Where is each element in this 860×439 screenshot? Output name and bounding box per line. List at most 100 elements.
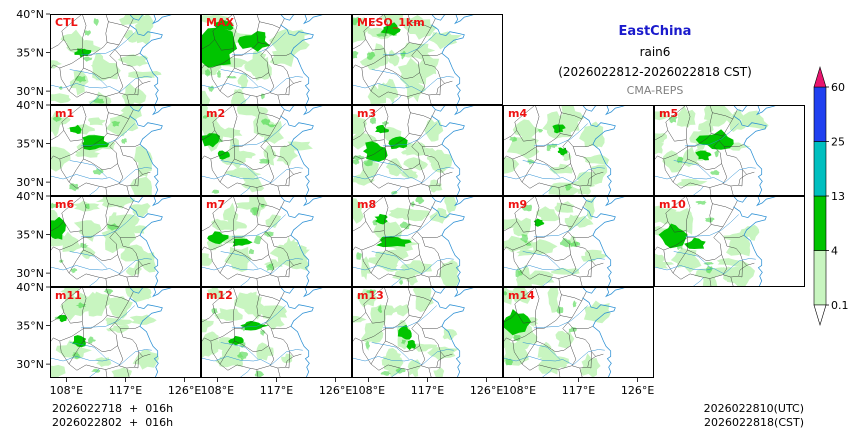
province-border [409,18,436,46]
panel-m9: m9 [503,196,654,287]
river-line [220,342,259,360]
light-rain-patch [388,167,404,177]
heavy-rain-core [363,141,388,162]
river-line [522,342,561,360]
province-border [534,196,562,238]
moderate-rain-patch [88,336,96,344]
river-line [50,349,152,366]
panel-frame [50,105,201,196]
province-border [503,221,517,232]
province-border [536,231,571,262]
province-border [210,237,235,274]
heavy-rain-core [232,238,253,247]
river-line [50,167,152,184]
province-border [108,203,129,211]
province-border [256,278,259,287]
province-border [711,109,738,137]
province-border [352,246,362,252]
coastline [129,297,163,378]
province-border [285,78,290,96]
heavy-rain-core [380,22,401,36]
river-line [693,277,704,287]
province-border [436,351,441,369]
moderate-rain-patch [93,18,99,27]
panel-label: m9 [508,198,527,211]
province-border [421,146,453,175]
light-rain-patch [134,251,156,273]
province-border [370,67,421,98]
province-border [212,14,234,51]
moderate-rain-patch [509,136,518,142]
province-border [201,155,211,161]
river-line [89,368,100,378]
province-border [126,367,130,378]
light-rain-patch [580,353,601,378]
light-rain-patch [60,29,84,50]
province-border [210,55,235,92]
province-border [419,163,445,187]
heavy-rain-core [228,335,244,346]
river-line [80,32,135,56]
panel-label: CTL [55,16,78,29]
moderate-rain-patch [111,120,121,127]
province-border [270,55,302,84]
heavy-rain-core [557,147,568,156]
province-border [134,78,139,96]
river-line [231,32,286,56]
province-border [126,185,130,196]
river-line [231,214,286,238]
province-border [105,187,108,196]
panel-meso_1km: MESO_1km [352,14,503,105]
river-line [352,76,454,93]
province-border [119,328,151,357]
moderate-rain-patch [267,124,277,128]
moderate-rain-patch [264,231,274,237]
river-line [80,214,135,238]
coastline [431,206,465,287]
moderate-rain-patch [74,76,87,83]
province-border [514,105,536,142]
coastline [733,206,767,287]
moderate-rain-patch [211,189,220,194]
heavy-rain-core [201,27,238,68]
light-rain-patch [733,108,744,125]
river-line [533,305,588,329]
panel-label: m6 [55,198,74,211]
colorbar: 0.1 4 13 25 60 [813,65,849,327]
valid-cst-text: 2026022818(CST) [704,416,804,429]
heavy-rain-core [213,18,234,31]
y-tick-label: 30°N [16,267,44,280]
coastline [605,287,627,298]
coastline [303,287,325,298]
variable-title: rain6 [639,45,671,59]
light-rain-patch [201,90,211,105]
province-border [711,200,738,228]
province-border [587,260,592,278]
heavy-rain-core [552,124,566,134]
province-border [134,351,139,369]
light-rain-patch [50,60,62,69]
coastline [280,24,314,105]
moderate-rain-patch [401,339,406,345]
province-border [421,237,453,266]
light-rain-patch [564,214,580,232]
light-rain-patch [512,287,531,304]
province-border [685,105,713,147]
river-line [240,95,251,105]
light-rain-patch [66,40,101,56]
x-tick-label: 126°E [621,384,654,397]
heavy-rain-core [684,237,706,249]
coastline [756,196,778,207]
axes-labels: 40°N35°N30°N40°N35°N30°N40°N35°N30°N40°N… [16,8,654,397]
light-rain-patch [654,111,669,121]
moderate-rain-patch [525,242,532,246]
province-border [68,340,119,371]
light-rain-patch [427,31,462,50]
light-rain-patch [269,48,294,67]
province-border [665,196,687,233]
heavy-rain-core [237,31,271,52]
panel-frame [352,105,503,196]
river-line [382,123,437,147]
moderate-rain-patch [380,371,391,376]
province-border [436,78,441,96]
